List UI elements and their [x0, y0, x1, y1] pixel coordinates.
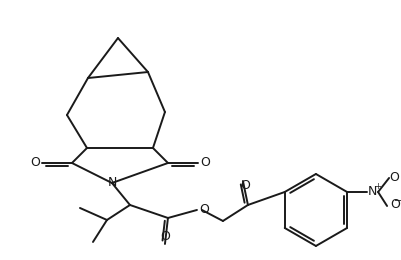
Text: O: O [200, 157, 209, 170]
Text: O: O [160, 230, 170, 243]
Text: +: + [374, 183, 381, 191]
Text: N: N [367, 185, 376, 198]
Text: O: O [389, 198, 399, 211]
Text: O: O [198, 204, 209, 217]
Text: −: − [393, 196, 401, 206]
Text: O: O [30, 157, 40, 170]
Text: O: O [388, 172, 398, 185]
Text: O: O [239, 179, 249, 192]
Text: N: N [107, 177, 116, 190]
